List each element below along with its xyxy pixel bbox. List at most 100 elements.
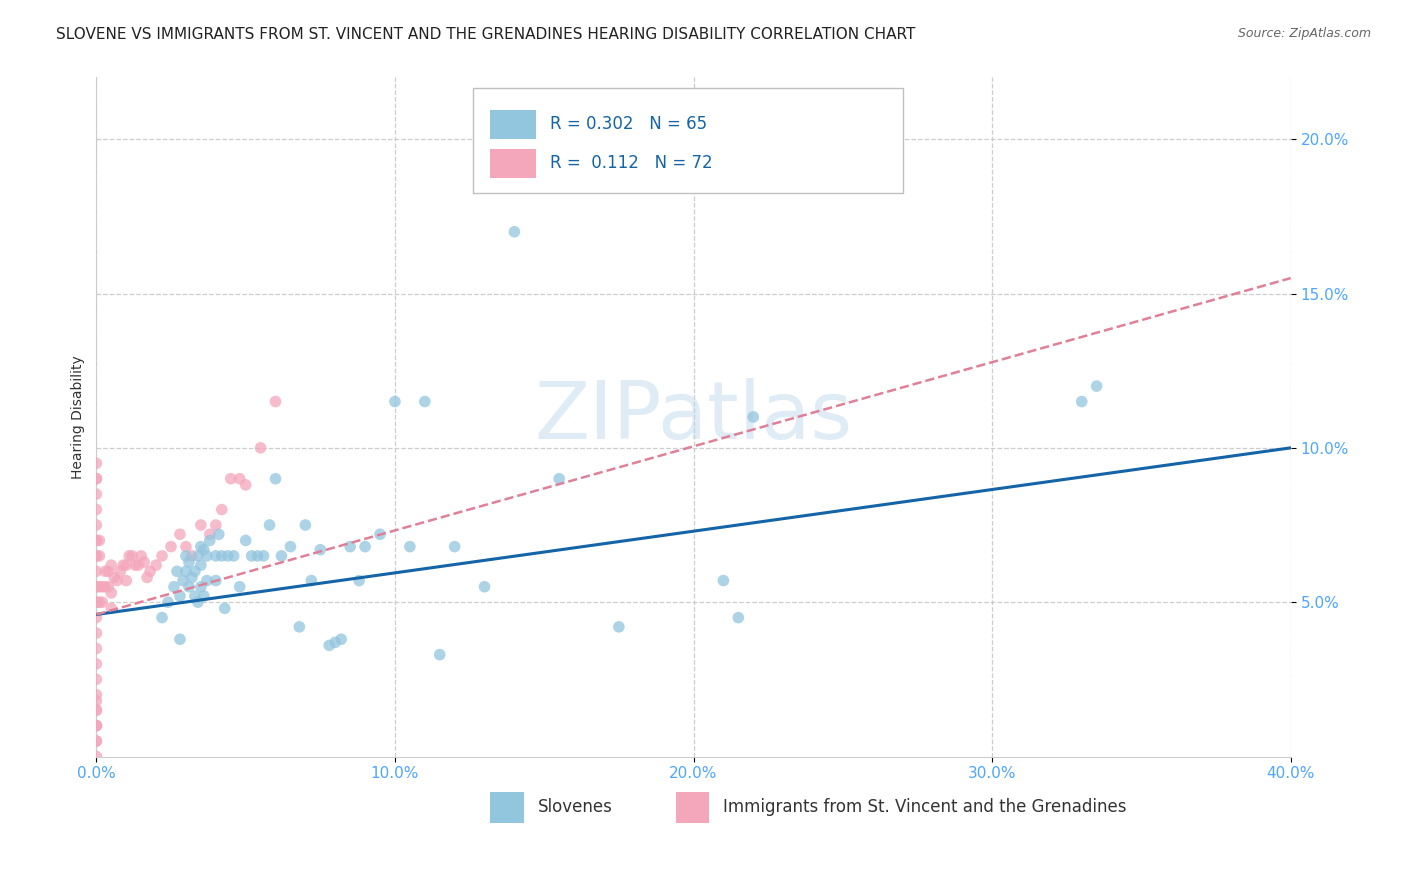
Point: [228, 580, 250, 594]
Point: [100, 601, 122, 615]
Text: Slovenes: Slovenes: [538, 798, 613, 816]
Point: [89, 549, 111, 563]
Point: [235, 478, 257, 492]
Point: [134, 555, 156, 569]
Point: [145, 558, 167, 573]
Point: [112, 558, 135, 573]
Point: [169, 632, 191, 647]
Point: [110, 564, 132, 578]
Point: [198, 527, 221, 541]
Point: [259, 518, 281, 533]
Point: [169, 527, 191, 541]
Point: [100, 558, 122, 573]
Point: [86, 533, 108, 548]
Point: [180, 549, 202, 563]
Point: [160, 540, 183, 554]
Point: [86, 487, 108, 501]
Point: [86, 580, 108, 594]
Point: [204, 518, 226, 533]
Point: [89, 595, 111, 609]
Point: [89, 533, 111, 548]
Point: [177, 580, 200, 594]
Point: [139, 564, 162, 578]
Point: [347, 574, 370, 588]
Point: [252, 549, 274, 563]
Point: [184, 589, 207, 603]
Point: [607, 620, 630, 634]
Point: [211, 549, 233, 563]
Point: [742, 409, 765, 424]
Point: [100, 586, 122, 600]
Point: [713, 574, 735, 588]
Point: [727, 610, 749, 624]
Point: [280, 540, 302, 554]
Point: [172, 574, 194, 588]
Point: [86, 673, 108, 687]
Point: [318, 639, 340, 653]
Point: [214, 601, 236, 615]
FancyBboxPatch shape: [676, 792, 709, 822]
Point: [204, 549, 226, 563]
Point: [86, 533, 108, 548]
Point: [368, 527, 391, 541]
Point: [193, 589, 215, 603]
Point: [86, 688, 108, 702]
Point: [86, 595, 108, 609]
Point: [399, 540, 422, 554]
Point: [193, 542, 215, 557]
Point: [97, 580, 120, 594]
Point: [299, 574, 322, 588]
FancyBboxPatch shape: [491, 111, 536, 139]
Point: [429, 648, 451, 662]
Point: [86, 626, 108, 640]
Point: [288, 620, 311, 634]
Point: [190, 540, 212, 554]
Point: [105, 574, 128, 588]
Point: [115, 574, 138, 588]
Point: [150, 610, 173, 624]
Point: [86, 657, 108, 671]
Point: [121, 549, 143, 563]
Point: [94, 564, 117, 578]
Text: R =  0.112   N = 72: R = 0.112 N = 72: [550, 154, 713, 172]
Point: [219, 472, 242, 486]
Point: [86, 734, 108, 748]
Point: [86, 719, 108, 733]
Point: [86, 641, 108, 656]
Point: [136, 570, 159, 584]
Point: [294, 518, 316, 533]
Point: [86, 734, 108, 748]
Point: [222, 549, 245, 563]
Point: [91, 595, 114, 609]
Point: [204, 574, 226, 588]
Point: [474, 580, 496, 594]
Point: [249, 441, 271, 455]
Point: [86, 564, 108, 578]
Point: [228, 472, 250, 486]
Point: [548, 472, 571, 486]
Point: [174, 540, 197, 554]
Point: [190, 580, 212, 594]
Point: [163, 580, 186, 594]
Point: [211, 502, 233, 516]
Point: [174, 549, 197, 563]
Point: [86, 456, 108, 470]
Point: [86, 472, 108, 486]
Point: [246, 549, 269, 563]
Point: [166, 564, 188, 578]
Text: Source: ZipAtlas.com: Source: ZipAtlas.com: [1237, 27, 1371, 40]
Point: [86, 502, 108, 516]
Point: [89, 580, 111, 594]
Point: [150, 549, 173, 563]
Point: [174, 564, 197, 578]
FancyBboxPatch shape: [491, 149, 536, 178]
Point: [339, 540, 361, 554]
Point: [118, 549, 141, 563]
Text: R = 0.302   N = 65: R = 0.302 N = 65: [550, 115, 707, 134]
Point: [198, 533, 221, 548]
Text: SLOVENE VS IMMIGRANTS FROM ST. VINCENT AND THE GRENADINES HEARING DISABILITY COR: SLOVENE VS IMMIGRANTS FROM ST. VINCENT A…: [56, 27, 915, 42]
Point: [235, 533, 257, 548]
Point: [195, 549, 218, 563]
Point: [124, 558, 146, 573]
Point: [190, 518, 212, 533]
